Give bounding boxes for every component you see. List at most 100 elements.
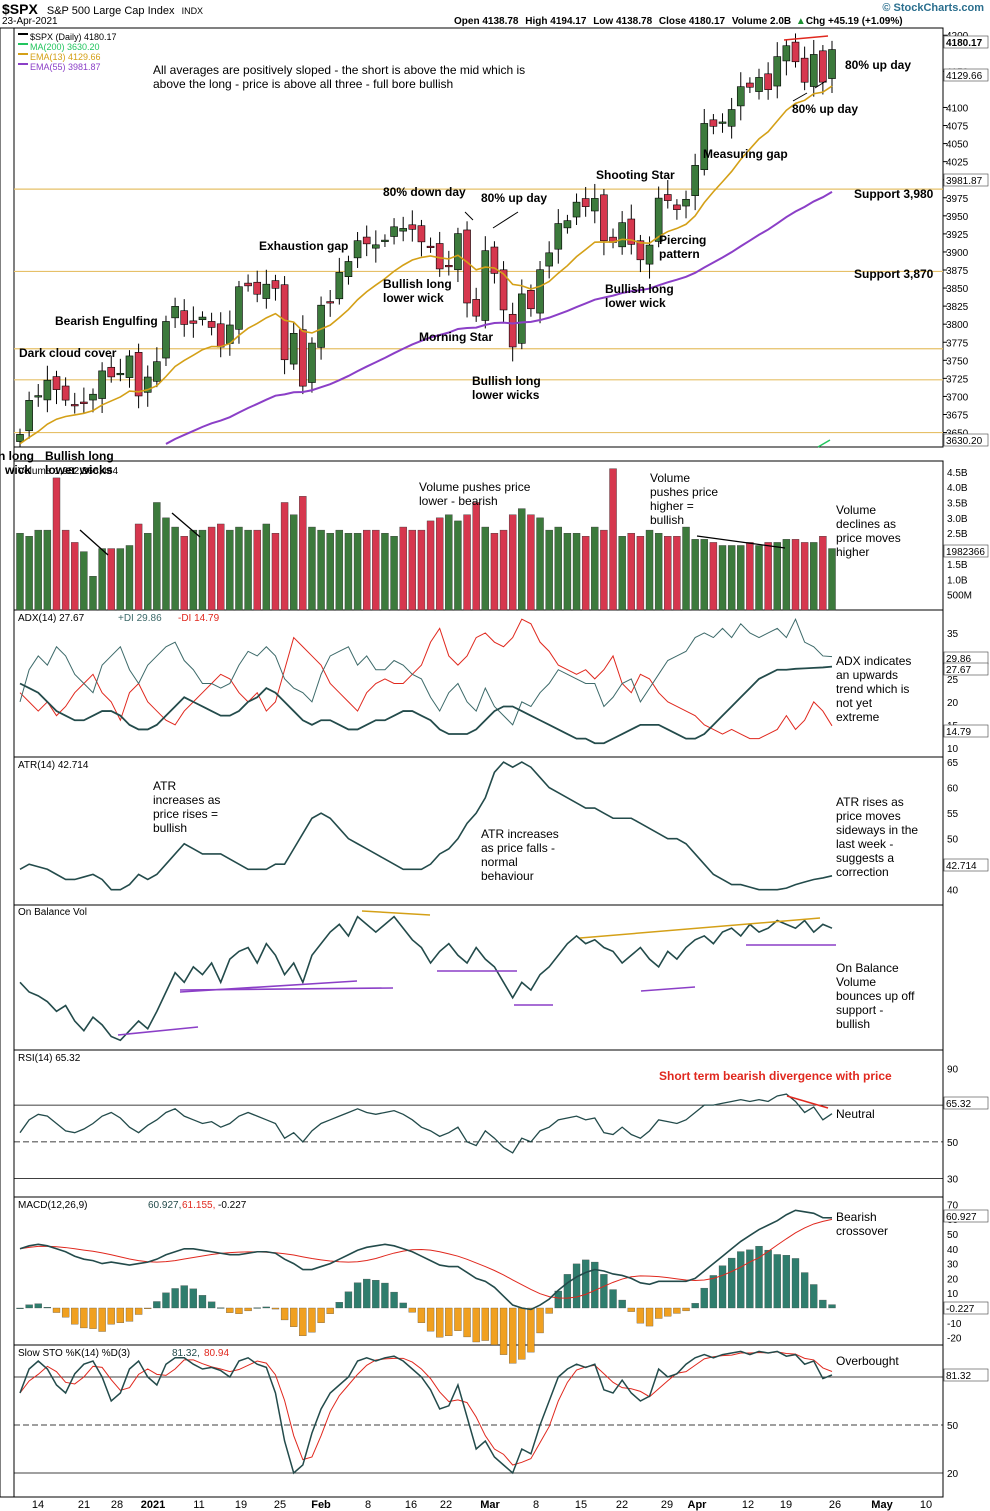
- candle: [755, 77, 763, 92]
- candle: [153, 361, 161, 382]
- atr-tick-label: 40: [947, 886, 959, 897]
- atr-annotation: behaviour: [481, 869, 534, 883]
- macd-histogram-bar: [791, 1258, 800, 1309]
- price-annotation: wick: [4, 463, 31, 477]
- price-annotation: 80% down day: [383, 185, 466, 199]
- candle: [326, 301, 335, 304]
- volume-bar: [654, 532, 663, 611]
- price-tick-label: 3975: [946, 194, 969, 205]
- volume-bar: [162, 517, 170, 611]
- macd-histogram-bar: [746, 1249, 754, 1309]
- candle: [809, 54, 818, 87]
- macd-badge: [943, 1209, 989, 1223]
- obv-annotation: Volume: [836, 975, 876, 989]
- panel-frame: [13, 904, 944, 1051]
- macd-histogram-bar: [308, 1307, 316, 1333]
- volume-badge-text: 1982366: [946, 547, 985, 558]
- candle: [764, 73, 772, 90]
- volume-bar: [271, 532, 280, 611]
- macd-histogram-bar: [372, 1279, 380, 1309]
- candle: [773, 56, 782, 87]
- candle: [34, 395, 43, 398]
- volume-bar: [399, 526, 407, 611]
- macd-histogram-bar: [134, 1307, 143, 1315]
- macd-histogram-bar: [235, 1307, 243, 1314]
- macd-histogram-bar: [226, 1307, 234, 1313]
- change-value: Chg +45.19 (+1.09%): [805, 16, 903, 27]
- price-tick-label: 3675: [946, 410, 969, 421]
- price-annotation: Support 3,870: [854, 267, 934, 281]
- volume-bar: [16, 532, 24, 611]
- price-annotation: 80% up day: [481, 191, 547, 205]
- macd-histogram-bar: [217, 1307, 225, 1309]
- volume-bar: [673, 536, 681, 611]
- volume-tick-label: 1.5B: [947, 560, 968, 571]
- x-axis-label: 14: [32, 1499, 44, 1511]
- candle: [727, 109, 736, 127]
- ema13-line: [19, 85, 833, 445]
- macd-histogram-bar: [810, 1284, 818, 1309]
- atr-annotation: normal: [481, 855, 518, 869]
- macd-histogram-bar: [61, 1307, 70, 1318]
- macd-histogram-bar: [390, 1291, 398, 1309]
- adx-tick-label: 25: [947, 675, 959, 686]
- candle: [819, 50, 827, 83]
- candle: [536, 269, 544, 314]
- candle: [353, 240, 362, 259]
- volume-bar: [71, 542, 79, 611]
- adx-annotation: ADX indicates: [836, 654, 911, 668]
- volume-bar: [545, 529, 553, 611]
- candle: [171, 306, 179, 319]
- atr-tick-label: 65: [947, 758, 959, 769]
- candle: [134, 352, 143, 397]
- candle: [107, 366, 116, 378]
- macd-histogram-bar: [153, 1301, 161, 1309]
- volume-bar: [353, 532, 362, 611]
- atr-annotation: price rises =: [153, 807, 218, 821]
- x-axis-label: 2021: [141, 1499, 165, 1511]
- volume-bar: [390, 536, 398, 611]
- chart-header: $SPX S&P 500 Large Cap Index INDX © Stoc…: [2, 1, 988, 17]
- macd-histogram-bar: [52, 1307, 61, 1313]
- volume-bar: [408, 529, 417, 611]
- macd-histogram-bar: [819, 1299, 827, 1309]
- macd-badge-text: -0.227: [946, 1304, 975, 1315]
- rsi-badge: [943, 1096, 989, 1110]
- volume-bar: [89, 576, 97, 611]
- volume-bar: [189, 529, 198, 611]
- atr-annotation: bullish: [153, 821, 187, 835]
- candle: [828, 49, 836, 79]
- sto-d-line: [19, 1351, 833, 1466]
- volume-annotation: lower - bearish: [419, 494, 498, 508]
- volume-bar: [773, 542, 781, 611]
- macd-signal-line: [19, 1218, 833, 1299]
- macd-tick-label: 50: [947, 1230, 959, 1241]
- volume-annotation: declines as: [836, 517, 896, 531]
- price-badge-text: 3630.20: [946, 436, 983, 447]
- adx-line: [19, 665, 833, 745]
- volume-bar: [362, 529, 371, 611]
- volume-bar: [253, 529, 261, 611]
- price-annotation: Measuring gap: [703, 147, 788, 161]
- volume-bar: [709, 542, 718, 611]
- legend-swatch: [18, 63, 28, 65]
- macd-histogram-bar: [700, 1287, 708, 1309]
- volume-bar: [308, 526, 316, 611]
- price-annotation: Support 3,980: [854, 187, 934, 201]
- price-annotation: Exhaustion gap: [259, 239, 348, 253]
- x-axis-label: 22: [616, 1499, 628, 1511]
- volume-bar: [518, 508, 526, 611]
- rsi-annotation: Neutral: [836, 1107, 875, 1121]
- volume-bar: [682, 526, 690, 611]
- volume-bar: [417, 529, 426, 611]
- volume-bar: [800, 542, 809, 611]
- macd-histogram-bar: [162, 1292, 170, 1309]
- sto-annotation: Overbought: [836, 1354, 899, 1368]
- candle: [61, 385, 70, 401]
- volume-bar: [435, 517, 444, 611]
- macd-hist-value: -0.227: [218, 1200, 247, 1211]
- volume-bar: [171, 526, 179, 611]
- volume-tick-label: 4.5B: [947, 468, 968, 479]
- macd-value: 60.927,: [148, 1200, 181, 1211]
- sto-d-value: 80.94: [204, 1348, 229, 1359]
